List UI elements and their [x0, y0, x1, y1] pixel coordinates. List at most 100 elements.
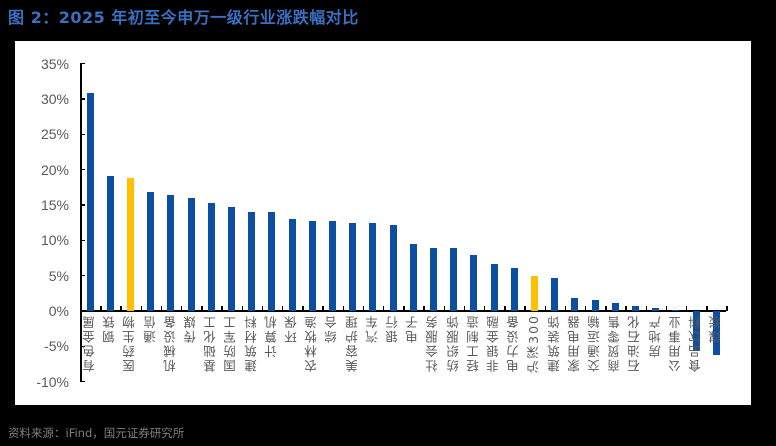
x-tick-mark	[665, 306, 668, 311]
x-category-label: 钢铁	[102, 314, 118, 343]
bar-industry	[248, 212, 256, 311]
x-tick-mark	[584, 306, 587, 311]
x-category-label: 有色金属	[82, 314, 97, 372]
y-tick-mark	[80, 168, 85, 171]
y-tick-mark	[80, 62, 85, 65]
x-category-label: 轻工制造	[465, 314, 481, 372]
bar-industry	[409, 243, 417, 311]
x-tick-mark	[322, 306, 324, 311]
y-tick-mark	[80, 380, 85, 383]
x-category-label-wrap: 农林牧渔	[304, 314, 320, 372]
x-category-label-wrap: 计算机	[264, 314, 280, 358]
bar-industry	[672, 309, 680, 311]
x-category-label-wrap: 综合	[324, 314, 340, 343]
x-category-label: 国防军工	[223, 314, 239, 372]
x-category-label-wrap: 非银金融	[486, 314, 502, 372]
x-tick-mark	[403, 306, 405, 311]
x-category-label: 综合	[324, 314, 340, 343]
bar-industry	[611, 303, 619, 311]
y-axis-line	[80, 63, 82, 382]
x-category-label-wrap: 纺织服饰	[446, 314, 462, 372]
x-tick-mark	[443, 306, 445, 311]
x-category-label: 石油石化	[627, 314, 643, 372]
x-tick-mark	[645, 306, 647, 311]
bar-industry	[490, 264, 498, 311]
x-category-label-wrap: 沪深300	[526, 314, 542, 373]
bar-industry	[389, 225, 397, 311]
x-tick-mark	[726, 306, 728, 311]
bar-industry	[86, 93, 94, 311]
x-tick-mark	[382, 306, 385, 311]
y-tick-label: 35%	[40, 55, 69, 72]
x-category-label: 传媒	[183, 314, 198, 343]
x-category-label: 医药生物	[122, 314, 138, 372]
x-category-label-wrap: 医药生物	[122, 314, 138, 372]
x-category-label-wrap: 美容护理	[345, 314, 361, 372]
x-category-label-wrap: 钢铁	[102, 314, 118, 343]
bar-industry	[652, 308, 660, 311]
x-tick-mark	[120, 306, 122, 311]
x-category-label-wrap: 煤炭	[708, 314, 724, 343]
y-tick-label: 10%	[40, 232, 69, 249]
bar-industry	[268, 212, 276, 311]
x-tick-mark	[483, 306, 486, 311]
x-category-label-wrap: 环保	[284, 314, 300, 343]
x-category-label: 建筑装饰	[546, 314, 562, 372]
x-tick-mark	[241, 306, 243, 311]
x-category-label-wrap: 通信	[143, 314, 159, 343]
x-tick-mark	[302, 306, 304, 311]
x-category-label-wrap: 传媒	[183, 314, 199, 343]
bar-industry	[308, 220, 316, 311]
y-tick-label: 20%	[40, 161, 69, 178]
x-category-label: 环保	[284, 314, 299, 343]
x-category-label-wrap: 汽车	[365, 314, 381, 343]
bar-industry	[328, 220, 336, 311]
x-category-label: 房地产	[647, 314, 663, 358]
bar-industry	[429, 248, 437, 311]
x-tick-mark	[342, 306, 344, 311]
x-category-label-wrap: 建筑装饰	[547, 314, 563, 372]
x-category-label: 通信	[142, 314, 158, 343]
bar-highlighted	[126, 178, 134, 311]
bar-industry	[147, 191, 155, 311]
x-tick-mark	[605, 306, 607, 311]
x-tick-mark	[544, 306, 546, 311]
bar-industry	[571, 297, 579, 311]
x-tick-mark	[140, 306, 142, 311]
x-category-label-wrap: 轻工制造	[466, 314, 482, 372]
bar-industry	[349, 223, 357, 311]
bar-industry	[551, 278, 559, 311]
bar-industry	[227, 207, 235, 311]
bar-industry	[692, 311, 700, 352]
y-tick-label: 25%	[40, 126, 69, 143]
x-category-label: 机械设备	[162, 314, 178, 372]
bar-industry	[591, 299, 599, 311]
x-category-label: 家用电器	[566, 314, 582, 372]
x-tick-mark	[201, 306, 203, 311]
y-tick-label: -5%	[44, 338, 69, 355]
x-tick-mark	[524, 306, 526, 311]
x-category-label-wrap: 社会服务	[425, 314, 441, 372]
y-tick-mark	[80, 274, 85, 277]
x-category-label: 食品饮料	[688, 314, 703, 372]
y-tick-label: -10%	[36, 373, 69, 390]
y-tick-label: 30%	[40, 90, 69, 107]
x-tick-mark	[281, 306, 284, 311]
y-tick-mark	[80, 133, 85, 135]
x-category-label: 基础化工	[203, 314, 219, 372]
x-category-label-wrap: 食品饮料	[688, 314, 704, 372]
x-category-label-wrap: 商贸零售	[607, 314, 623, 372]
x-category-label-wrap: 交通运输	[587, 314, 603, 372]
bar-industry	[167, 195, 175, 311]
y-tick-mark	[80, 204, 85, 206]
x-category-label-wrap: 家用电器	[567, 314, 583, 372]
bar-highlighted	[530, 276, 538, 311]
y-tick-mark	[80, 345, 85, 348]
x-category-label-wrap: 国防军工	[223, 314, 239, 372]
x-category-label-wrap: 有色金属	[82, 314, 98, 372]
x-category-label: 沪深300	[526, 314, 542, 373]
x-category-label-wrap: 建筑材料	[244, 314, 260, 372]
y-tick-label: 5%	[48, 267, 69, 284]
y-tick-label: 15%	[40, 196, 69, 213]
x-category-label: 电子	[405, 314, 421, 343]
